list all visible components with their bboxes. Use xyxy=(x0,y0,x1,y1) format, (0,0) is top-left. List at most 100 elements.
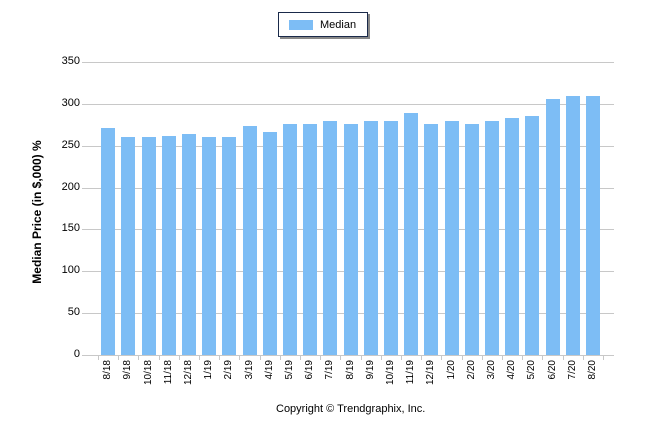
bar-6-19 xyxy=(303,123,318,355)
bar-10-19 xyxy=(383,121,398,355)
bar-2-19 xyxy=(222,137,237,355)
x-tick-mark xyxy=(522,355,524,360)
x-tick-label: 11/18 xyxy=(162,360,174,385)
x-tick-mark xyxy=(481,355,483,360)
y-tick-mark xyxy=(82,187,88,189)
x-tick-label: 8/20 xyxy=(586,360,598,380)
y-tick-label: 150 xyxy=(61,222,80,235)
x-tick-mark xyxy=(118,355,120,360)
bar-12-18 xyxy=(181,134,196,355)
x-tick-mark xyxy=(582,355,584,360)
x-tick-mark xyxy=(239,355,241,360)
x-tick-label: 6/20 xyxy=(546,360,558,380)
bar-10-18 xyxy=(141,137,156,355)
y-tick-label: 300 xyxy=(61,96,80,109)
y-tick-label: 100 xyxy=(61,264,80,277)
x-tick-label: 11/19 xyxy=(405,360,417,385)
x-tick-label: 5/20 xyxy=(526,360,538,380)
x-tick-label: 8/18 xyxy=(102,360,114,380)
x-tick-mark xyxy=(98,355,99,360)
x-tick-label: 2/20 xyxy=(465,360,477,380)
x-tick-label: 4/20 xyxy=(506,360,518,380)
x-tick-mark xyxy=(421,355,423,360)
x-tick-label: 10/18 xyxy=(142,360,154,386)
x-tick-mark xyxy=(320,355,322,360)
x-axis xyxy=(88,355,614,356)
bar-9-19 xyxy=(363,121,378,355)
x-tick-label: 1/19 xyxy=(203,360,215,380)
bar-6-20 xyxy=(545,98,560,355)
x-tick-label: 12/18 xyxy=(182,360,194,386)
bar-5-20 xyxy=(525,115,540,355)
bar-3-19 xyxy=(242,126,257,355)
bar-8-18 xyxy=(101,128,116,355)
bar-7-20 xyxy=(565,95,580,355)
copyright-text: Copyright © Trendgraphix, Inc. xyxy=(276,403,426,415)
x-tick-mark xyxy=(158,355,160,360)
y-tick-label: 250 xyxy=(61,138,80,151)
x-tick-label: 3/20 xyxy=(485,360,497,380)
x-tick-mark xyxy=(461,355,463,360)
x-tick-mark xyxy=(401,355,402,360)
bar-7-19 xyxy=(323,121,338,355)
bar-8-20 xyxy=(585,95,600,355)
y-tick-mark xyxy=(82,355,88,356)
gridline xyxy=(88,62,614,63)
y-tick-label: 200 xyxy=(61,180,80,193)
x-tick-label: 6/19 xyxy=(304,360,316,380)
x-tick-mark xyxy=(138,355,140,360)
bar-11-18 xyxy=(161,135,176,355)
x-tick-mark xyxy=(562,355,564,360)
x-tick-label: 4/19 xyxy=(263,360,275,380)
bar-4-20 xyxy=(505,118,520,355)
x-tick-mark xyxy=(360,355,362,360)
y-tick-mark xyxy=(82,313,88,315)
bar-1-19 xyxy=(202,137,217,355)
gridline xyxy=(88,103,614,105)
x-tick-mark xyxy=(259,355,261,360)
x-tick-mark xyxy=(178,355,180,360)
plot-area: 0 50 100 150 200 250 300 350 8/18 9/18 10/18 11/18 1… xyxy=(62,55,614,385)
x-tick-mark xyxy=(300,355,301,360)
x-tick-label: 7/19 xyxy=(324,360,336,380)
bar-11-19 xyxy=(404,113,419,355)
chart-legend: Median xyxy=(278,12,368,37)
x-tick-label: 12/19 xyxy=(425,360,437,386)
bar-9-18 xyxy=(121,137,136,355)
x-tick-label: 2/19 xyxy=(223,360,235,380)
x-tick-mark xyxy=(340,355,342,360)
y-tick-label: 50 xyxy=(67,306,80,319)
x-tick-mark xyxy=(603,355,604,360)
x-tick-label: 1/20 xyxy=(445,360,457,380)
x-tick-label: 8/19 xyxy=(344,360,356,380)
y-tick-label: 0 xyxy=(73,348,80,360)
bar-12-19 xyxy=(424,123,439,355)
x-tick-label: 9/18 xyxy=(122,360,134,380)
x-tick-mark xyxy=(199,355,200,360)
bar-8-19 xyxy=(343,123,358,355)
x-tick-mark xyxy=(502,355,503,360)
legend-label-median: Median xyxy=(320,18,357,31)
legend-swatch-median xyxy=(289,19,313,30)
y-tick-mark xyxy=(82,145,88,147)
bar-4-19 xyxy=(262,132,277,355)
x-tick-label: 9/19 xyxy=(364,360,376,380)
x-tick-mark xyxy=(219,355,221,360)
x-tick-mark xyxy=(279,355,281,360)
x-tick-label: 10/19 xyxy=(384,360,396,386)
y-tick-mark xyxy=(82,103,88,105)
y-axis-label: Median Price (in $,000) % xyxy=(30,140,44,284)
bar-1-20 xyxy=(444,120,459,355)
x-tick-mark xyxy=(441,355,443,360)
bar-3-20 xyxy=(484,121,499,355)
bar-5-19 xyxy=(282,123,297,355)
x-tick-label: 3/19 xyxy=(243,360,255,380)
x-tick-mark xyxy=(542,355,544,360)
y-tick-mark xyxy=(82,271,88,273)
y-tick-mark xyxy=(82,229,88,231)
x-tick-label: 7/20 xyxy=(566,360,578,380)
bar-2-20 xyxy=(464,123,479,355)
y-tick-label: 350 xyxy=(61,55,80,67)
x-tick-mark xyxy=(380,355,382,360)
y-tick-mark xyxy=(82,62,88,63)
